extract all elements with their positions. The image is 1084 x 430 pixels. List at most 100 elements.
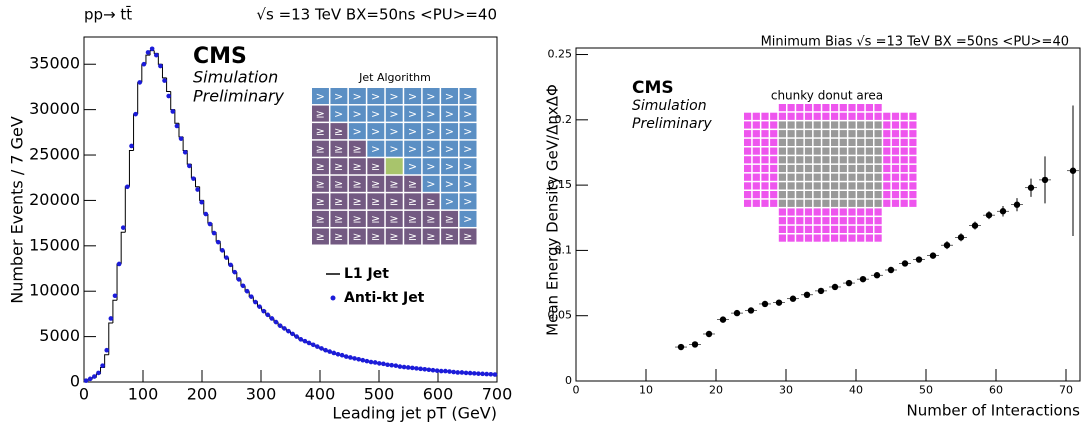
inset-cell xyxy=(761,156,769,164)
inset-cell xyxy=(848,156,856,164)
inset-cell-label: ≥ xyxy=(334,160,343,173)
inset-cell xyxy=(312,158,329,175)
inset-cell xyxy=(385,158,403,175)
inset-cell-label: ≥ xyxy=(426,230,435,243)
inset-cell xyxy=(441,123,459,140)
inset-cell xyxy=(874,199,882,207)
inset-cell xyxy=(770,199,778,207)
data-point xyxy=(195,187,200,192)
inset-cell xyxy=(865,182,873,190)
legend-marker xyxy=(330,295,336,301)
inset-cell xyxy=(348,88,366,105)
inset-cell xyxy=(770,121,778,129)
inset-cell xyxy=(909,156,917,164)
inset-cell xyxy=(787,138,795,146)
data-point xyxy=(286,328,291,334)
data-point xyxy=(480,371,485,377)
inset-cell xyxy=(804,199,813,207)
inset-cell xyxy=(822,156,830,164)
y-tick-label: 0.2 xyxy=(555,113,573,126)
inset-cell xyxy=(857,156,865,164)
inset-cell-label: ≥ xyxy=(334,125,343,138)
inset-cell xyxy=(857,104,865,112)
inset-cell-label: > xyxy=(371,90,380,103)
inset-cell xyxy=(441,140,459,157)
data-point xyxy=(971,222,979,229)
inset-cell xyxy=(422,123,440,140)
inset-cell xyxy=(848,112,856,120)
data-point xyxy=(83,378,89,383)
inset-cell xyxy=(770,147,778,155)
inset-cell xyxy=(848,130,856,138)
inset-cell xyxy=(848,217,856,225)
inset-cell xyxy=(874,121,882,129)
inset-cell-label: ≥ xyxy=(408,178,417,191)
data-point xyxy=(232,269,238,275)
inset-cell-label: > xyxy=(389,90,398,103)
inset-cell xyxy=(752,138,760,146)
inset-cell xyxy=(883,121,891,129)
inset-cell xyxy=(744,156,752,164)
inset-cell xyxy=(348,228,366,245)
inset-cell xyxy=(909,130,917,138)
inset-cell xyxy=(330,175,348,192)
inset-cell xyxy=(422,193,440,210)
inset-cell xyxy=(778,112,786,120)
inset-cell-label: ≥ xyxy=(445,213,454,226)
data-point xyxy=(985,211,993,219)
inset-cell xyxy=(839,199,847,207)
data-point xyxy=(356,357,361,362)
y-tick-label: 15000 xyxy=(29,235,80,254)
data-point xyxy=(410,365,415,371)
inset-cell-label: ≥ xyxy=(371,160,380,173)
inset-title: Jet Algorithm xyxy=(358,71,431,84)
inset-cell xyxy=(822,199,830,207)
data-point xyxy=(327,349,333,354)
y-tick-label: 5000 xyxy=(39,326,80,345)
histogram-step xyxy=(112,299,118,323)
inset-cell-label: ≥ xyxy=(389,178,398,191)
inset-cell xyxy=(891,147,900,155)
x-tick-label: 50 xyxy=(919,384,933,397)
data-point xyxy=(414,366,419,371)
inset-cell xyxy=(404,228,422,245)
data-point xyxy=(1069,167,1077,174)
data-point xyxy=(158,63,163,69)
data-point xyxy=(397,364,403,369)
data-point xyxy=(294,334,299,339)
data-point xyxy=(339,352,345,358)
inset-cell xyxy=(804,112,813,120)
inset-cell xyxy=(839,217,847,225)
inset-cell xyxy=(752,156,760,164)
inset-cell xyxy=(865,147,873,155)
histogram-step xyxy=(141,63,146,83)
annotation: Preliminary xyxy=(632,116,712,132)
inset-cell xyxy=(839,173,847,181)
inset-cell-label: > xyxy=(334,107,343,120)
inset-cell xyxy=(883,147,891,155)
inset-cell xyxy=(813,121,821,129)
inset-cell xyxy=(459,210,477,227)
inset-cell xyxy=(831,173,839,181)
data-point xyxy=(129,143,134,149)
inset-cell-label: ≥ xyxy=(353,160,362,173)
inset-cell xyxy=(778,173,786,181)
inset-cell xyxy=(796,130,804,138)
inset-cell xyxy=(441,210,459,227)
data-point xyxy=(261,308,266,314)
histogram-step xyxy=(182,136,188,151)
inset-cell xyxy=(761,182,769,190)
inset-cell xyxy=(813,112,821,120)
inset-cell xyxy=(848,104,856,112)
inset-cell xyxy=(900,112,908,120)
inset-cell xyxy=(857,138,865,146)
inset-cell-label: ≥ xyxy=(316,142,325,155)
inset-cell xyxy=(874,182,882,190)
data-point xyxy=(915,256,923,263)
annotation: Simulation xyxy=(632,98,707,114)
inset-cell xyxy=(459,140,477,157)
inset-cell-label: > xyxy=(426,107,435,120)
histogram-step xyxy=(195,177,200,188)
inset-cell xyxy=(813,130,821,138)
inset-cell xyxy=(909,164,917,173)
